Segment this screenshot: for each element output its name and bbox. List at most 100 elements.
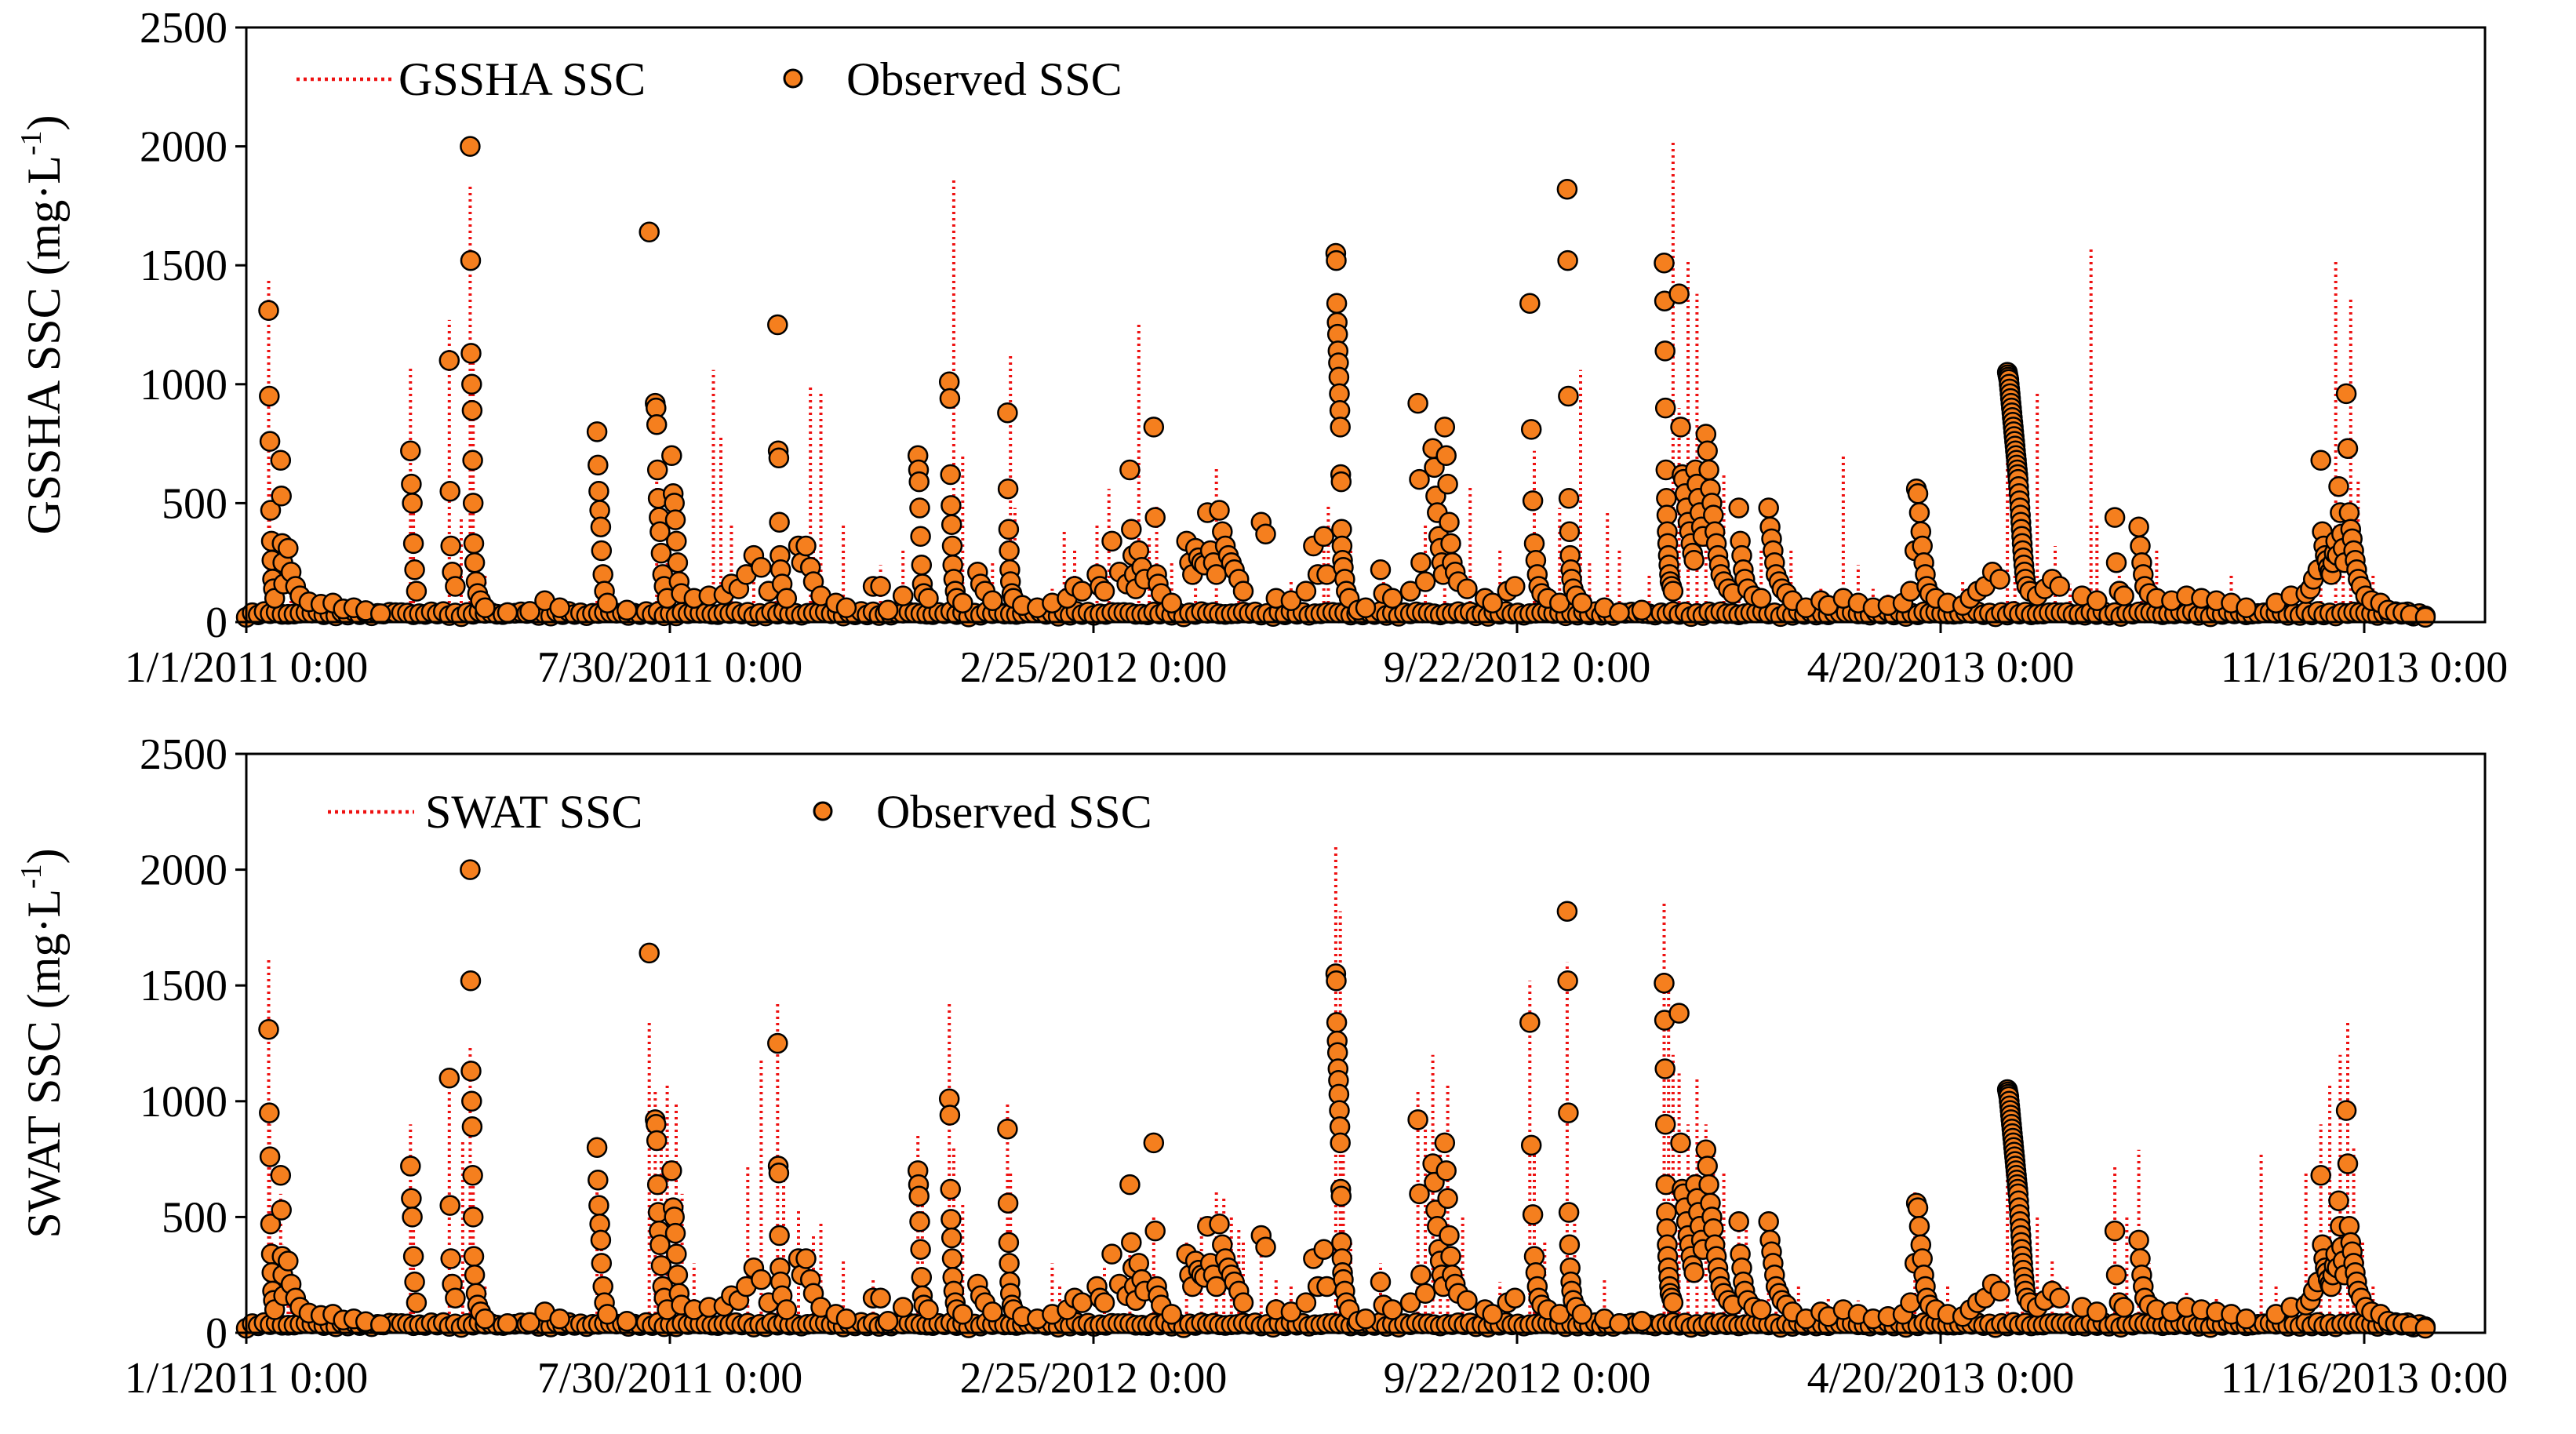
swat-observed-point xyxy=(1631,1310,1653,1332)
swat-observed-point xyxy=(259,1146,281,1167)
swat-observed-point xyxy=(278,1250,299,1272)
gssha-plot-frame xyxy=(245,26,2487,624)
gssha-legend-observed-label: Observed SSC xyxy=(846,53,1122,105)
swat-observed-point xyxy=(1355,1308,1377,1330)
gssha-legend-model-label: GSSHA SSC xyxy=(398,53,646,105)
swat-y-tick-label: 0 xyxy=(206,1309,227,1358)
swat-observed-point xyxy=(406,1292,428,1313)
gssha-observed-point xyxy=(650,542,672,564)
swat-observed-point xyxy=(941,1227,962,1249)
gssha-observed-point xyxy=(877,599,899,621)
gssha-observed-point xyxy=(1330,417,1351,438)
gssha-observed-point xyxy=(2414,606,2436,628)
gssha-x-tick-label: 7/30/2011 0:00 xyxy=(537,643,803,692)
gssha-observed-point xyxy=(667,551,689,573)
gssha-observed-point xyxy=(908,471,930,493)
gssha-observed-point xyxy=(586,421,608,442)
gssha-observed-point xyxy=(1908,502,1930,523)
gssha-observed-point xyxy=(1355,597,1377,619)
gssha-observed-point xyxy=(1409,468,1430,490)
gssha-observed-point xyxy=(406,581,428,602)
gssha-observed-point xyxy=(519,601,540,622)
gssha-observed-point xyxy=(1697,440,1718,461)
gssha-y-axis-title-sup: -1 xyxy=(15,130,48,155)
swat-observed-point xyxy=(462,1207,484,1228)
gssha-observed-point xyxy=(401,473,422,495)
gssha-observed-point xyxy=(1330,471,1352,493)
swat-observed-point xyxy=(1504,1287,1526,1308)
swat-observed-point xyxy=(1093,1292,1115,1313)
swat-observed-point xyxy=(401,1188,422,1210)
gssha-y-tick-label: 0 xyxy=(206,599,227,647)
gssha-observed-point xyxy=(1072,581,1093,602)
swat-observed-point xyxy=(616,1310,638,1332)
swat-observed-point xyxy=(402,1246,424,1267)
gssha-observed-point xyxy=(1326,249,1347,271)
gssha-observed-point xyxy=(1558,385,1579,407)
gssha-observed-point xyxy=(646,414,668,435)
gssha-observed-point xyxy=(260,500,282,521)
swat-observed-point xyxy=(997,1192,1019,1214)
swat-observed-point xyxy=(2335,1100,2357,1121)
swat-observed-point xyxy=(2328,1190,2349,1211)
gssha-observed-point xyxy=(664,509,686,530)
swat-x-tick-label: 1/1/2011 0:00 xyxy=(125,1354,369,1403)
gssha-chart-panel: 0 500 1000 1500 2000 2500 1/1/2011 0:00 7/30/2… xyxy=(15,4,2508,692)
gssha-observed-point xyxy=(591,540,613,562)
gssha-observed-point xyxy=(661,445,682,467)
swat-observed-point xyxy=(259,1102,280,1123)
gssha-observed-point xyxy=(2105,551,2127,573)
swat-observed-point xyxy=(369,1314,391,1335)
gssha-observed-point xyxy=(1758,497,1779,519)
gssha-observed-point xyxy=(1370,559,1392,581)
gssha-observed-point xyxy=(751,557,772,578)
swat-observed-point xyxy=(918,1299,939,1320)
gssha-observed-point xyxy=(666,530,687,552)
gssha-observed-point xyxy=(646,459,668,481)
gssha-observed-point xyxy=(462,449,483,471)
swat-observed-point xyxy=(664,1222,686,1244)
swat-observed-point xyxy=(1101,1243,1122,1265)
swat-legend-observed-label: Observed SSC xyxy=(876,786,1152,838)
gssha-observed-point xyxy=(464,551,486,573)
gssha-observed-point xyxy=(1434,417,1456,438)
gssha-observed-point xyxy=(776,588,798,609)
swat-observed-point xyxy=(2104,1220,2126,1242)
swat-observed-point xyxy=(1414,1283,1436,1305)
swat-x-axis: 1/1/2011 0:00 7/30/2011 0:00 2/25/2012 0:0… xyxy=(125,1333,2508,1403)
gssha-observed-point xyxy=(997,478,1019,500)
gssha-observed-point xyxy=(1313,526,1334,548)
swat-y-axis-title: SWAT SSC (mg·L-1) xyxy=(15,848,70,1238)
gssha-observed-point xyxy=(982,590,1003,611)
gssha-observed-point xyxy=(795,535,817,557)
gssha-observed-point xyxy=(940,464,961,486)
gssha-observed-point xyxy=(998,519,1020,540)
swat-observed-point xyxy=(982,1301,1003,1323)
gssha-observed-point xyxy=(1557,249,1578,271)
swat-observed-point xyxy=(590,1229,612,1251)
gssha-observed-point xyxy=(1399,581,1421,602)
swat-observed-point xyxy=(997,1118,1018,1140)
swat-observed-point xyxy=(870,1287,891,1308)
gssha-legend: GSSHA SSC Observed SSC xyxy=(297,53,1122,105)
gssha-observed-point xyxy=(258,300,279,322)
swat-observed-point xyxy=(400,1156,421,1177)
gssha-observed-point xyxy=(439,480,460,502)
swat-observed-point xyxy=(460,970,482,992)
swat-observed-point xyxy=(460,1061,482,1082)
swat-observed-point xyxy=(462,1165,483,1186)
swat-observed-point xyxy=(910,1239,931,1260)
gssha-observed-point xyxy=(1522,490,1544,511)
gssha-y-tick-label: 1500 xyxy=(140,242,227,290)
gssha-observed-point xyxy=(588,480,609,502)
swat-observed-point xyxy=(666,1243,687,1265)
gssha-observed-point xyxy=(1654,340,1675,362)
swat-observed-point xyxy=(1559,1234,1581,1256)
swat-observed-point xyxy=(649,1234,671,1256)
swat-observed-point xyxy=(460,859,481,880)
gssha-observed-point xyxy=(1571,592,1593,613)
swat-observed-point xyxy=(1280,1301,1302,1323)
swat-observed-point xyxy=(1435,1160,1457,1181)
gssha-observed-point xyxy=(997,402,1018,424)
